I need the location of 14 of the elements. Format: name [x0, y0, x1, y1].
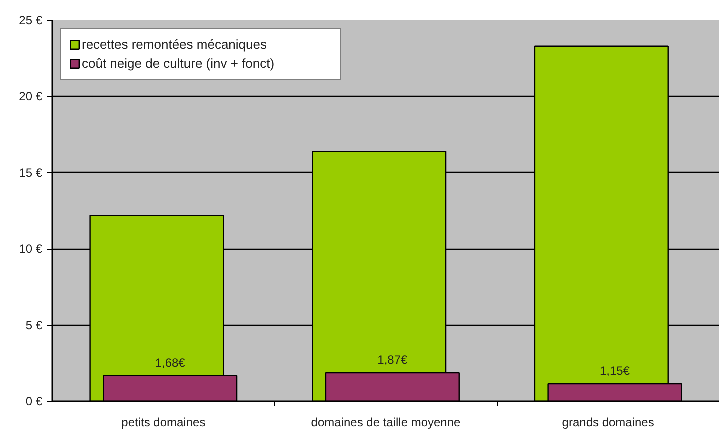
- data-label: 1,68€: [155, 356, 186, 370]
- x-tick-label: domaines de taille moyenne: [311, 416, 462, 430]
- x-tick-label: petits domaines: [122, 416, 206, 430]
- y-tick-label: 25 €: [19, 14, 43, 28]
- legend-label: coût neige de culture (inv + fonct): [82, 56, 276, 71]
- y-tick-label: 15 €: [19, 166, 43, 180]
- data-label: 1,87€: [378, 353, 408, 367]
- y-tick-label: 10 €: [19, 242, 43, 256]
- data-label: 1,15€: [600, 364, 630, 378]
- legend-label: recettes remontées mécaniques: [82, 37, 268, 52]
- y-tick-label: 20 €: [19, 90, 43, 104]
- y-tick-label: 0 €: [26, 394, 43, 408]
- x-tick-label: grands domaines: [562, 416, 654, 430]
- y-tick-label: 5 €: [26, 318, 43, 332]
